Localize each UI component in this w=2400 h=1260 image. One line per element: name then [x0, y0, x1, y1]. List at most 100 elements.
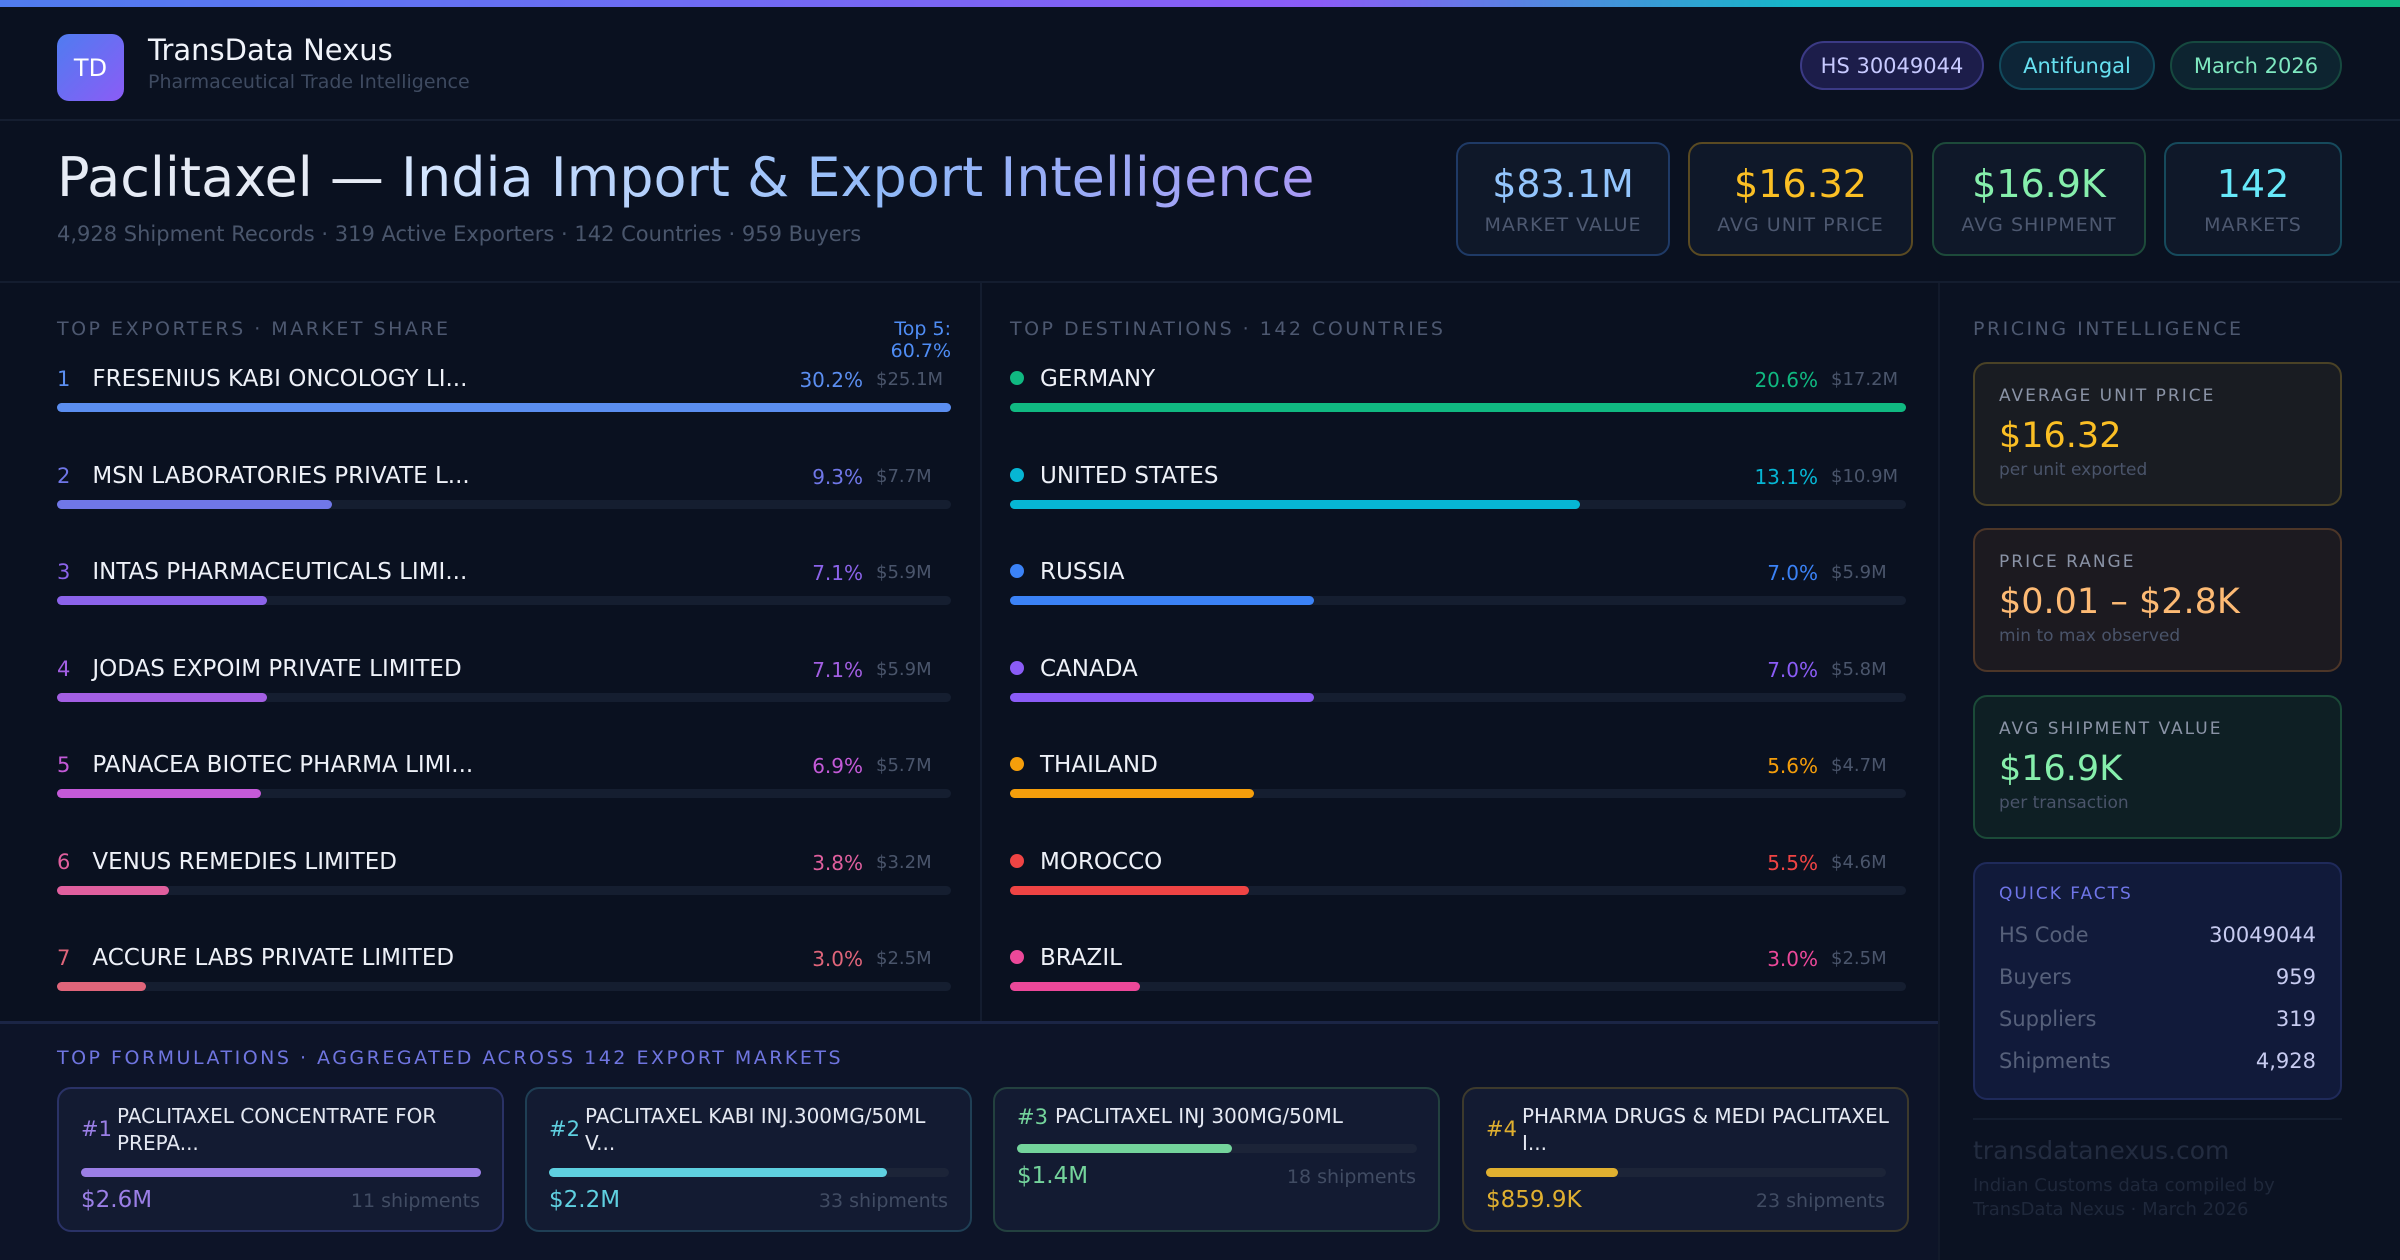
header: TD TransData Nexus Pharmaceutical Trade … [0, 7, 2400, 121]
hs-code-pill[interactable]: HS 30049044 [1800, 41, 1984, 90]
exporters-row[interactable]: 1 FRESENIUS KABI ONCOLOGY LI... 30.2% $25.1… [57, 366, 951, 426]
kpi-card: $16.9K AVG SHIPMENT [1932, 142, 2146, 256]
formulation-value: $859.9K [1486, 1187, 1582, 1213]
row-name: 6 VENUS REMEDIES LIMITED [57, 849, 397, 875]
formulation-card[interactable]: #3 PACLITAXEL INJ 300MG/50ML $1.4M 18 shipm… [993, 1087, 1440, 1232]
destinations-row[interactable]: RUSSIA 7.0% $5.9M [1010, 559, 1906, 619]
row-label: ACCURE LABS PRIVATE LIMITED [92, 945, 455, 971]
share-value: $3.2M [876, 851, 932, 873]
exporters-row[interactable]: 4 JODAS EXPOIM PRIVATE LIMITED 7.1% $5.9M [57, 656, 951, 716]
destinations-row[interactable]: CANADA 7.0% $5.8M [1010, 656, 1906, 716]
rank-number: 2 [57, 463, 71, 488]
formulation-card[interactable]: #2 PACLITAXEL KABI INJ.300MG/50ML V... $2.… [525, 1087, 972, 1232]
share-bar-track [57, 982, 951, 991]
destinations-row[interactable]: BRAZIL 3.0% $2.5M [1010, 945, 1906, 1005]
exporters-row[interactable]: 5 PANACEA BIOTEC PHARMA LIMI... 6.9% $5.7M [57, 752, 951, 812]
share-bar-fill [57, 692, 268, 702]
color-dot [1010, 564, 1024, 578]
kpi-value: $16.32 [1734, 162, 1867, 206]
footer-note: Indian Customs data compiled by TransDat… [1973, 1175, 2275, 1220]
pricing-sub: per transaction [1999, 793, 2129, 813]
share-bar-track [1010, 499, 1906, 509]
share-bar-fill [57, 789, 262, 798]
share-bar-track [57, 692, 951, 702]
formulation-bar-fill [549, 1168, 888, 1177]
pricing-value: $0.01 – $2.8K [1999, 582, 2240, 622]
row-label: VENUS REMEDIES LIMITED [92, 848, 397, 875]
share-value: $7.7M [876, 465, 932, 487]
fact-key: Buyers [1999, 965, 2072, 989]
share-bar-fill [57, 982, 146, 991]
fact-value: 30049044 [2209, 923, 2316, 947]
share-percent: 7.1% [812, 657, 863, 682]
destinations-row[interactable]: THAILAND 5.6% $4.7M [1010, 752, 1906, 812]
pricing-value: $16.32 [1999, 416, 2122, 456]
kpi-card: $83.1M MARKET VALUE [1456, 142, 1670, 256]
destinations-row[interactable]: UNITED STATES 13.1% $10.9M [1010, 463, 1906, 523]
exporters-row[interactable]: 6 VENUS REMEDIES LIMITED 3.8% $3.2M [57, 849, 951, 909]
share-bar-track [1010, 789, 1906, 798]
formulation-bar-fill [1017, 1144, 1233, 1153]
pricing-label: AVG SHIPMENT VALUE [1999, 719, 2223, 739]
pricing-card: AVERAGE UNIT PRICE $16.32 per unit exporte… [1973, 362, 2342, 506]
rank-number: 4 [57, 656, 71, 681]
share-bar-track [1010, 982, 1906, 991]
share-value: $2.5M [1831, 948, 1887, 969]
exporters-row[interactable]: 2 MSN LABORATORIES PRIVATE L... 9.3% $7.7M [57, 463, 951, 523]
category-pill[interactable]: Antifungal [1999, 41, 2155, 90]
destinations-row[interactable]: GERMANY 20.6% $17.2M [1010, 366, 1906, 426]
share-value: $4.6M [1831, 851, 1887, 873]
share-value: $17.2M [1831, 369, 1899, 390]
fact-key: HS Code [1999, 923, 2089, 947]
top5-summary: Top 5: 60.7% [890, 318, 951, 362]
exporters-row[interactable]: 3 INTAS PHARMACEUTICALS LIMI... 7.1% $5.9M [57, 559, 951, 619]
rank-number: 7 [57, 946, 71, 970]
share-percent: 5.5% [1767, 850, 1818, 875]
share-percent: 5.6% [1767, 754, 1818, 778]
fact-key: Suppliers [1999, 1007, 2097, 1031]
quick-fact-row: HS Code 30049044 [1999, 914, 2316, 956]
pricing-sub: per unit exported [1999, 460, 2148, 480]
formulation-rank: #4 [1486, 1117, 1517, 1141]
kpi-card: $16.32 AVG UNIT PRICE [1688, 142, 1913, 256]
divider [980, 283, 982, 1021]
row-label: THAILAND [1040, 752, 1158, 778]
share-value: $5.7M [876, 755, 932, 776]
quick-facts-card: QUICK FACTS HS Code 30049044 Buyers 959 Supp… [1973, 862, 2342, 1100]
row-name: CANADA [1010, 656, 1138, 682]
quick-fact-row: Suppliers 319 [1999, 998, 2316, 1040]
formulations-heading: TOP FORMULATIONS · AGGREGATED ACROSS 142… [57, 1047, 844, 1069]
share-bar-track [57, 885, 951, 895]
share-bar-fill [1010, 885, 1250, 895]
formulation-bar-track [1486, 1168, 1886, 1177]
formulation-card[interactable]: #4 PHARMA DRUGS & MEDI PACLITAXEL I... $85… [1462, 1087, 1909, 1232]
share-percent: 20.6% [1754, 368, 1818, 392]
fact-value: 319 [2275, 1007, 2316, 1031]
kpi-label: AVG UNIT PRICE [1717, 214, 1884, 236]
row-name: 5 PANACEA BIOTEC PHARMA LIMI... [57, 752, 473, 778]
fact-value: 959 [2275, 965, 2316, 989]
divider [1938, 283, 1940, 1260]
exporters-row[interactable]: 7 ACCURE LABS PRIVATE LIMITED 3.0% $2.5M [57, 945, 951, 1005]
title-product: Paclitaxel — [57, 146, 402, 209]
share-bar-fill [1010, 499, 1580, 509]
divider [1973, 1118, 2342, 1120]
row-name: GERMANY [1010, 366, 1155, 392]
formulation-bar-track [549, 1168, 949, 1177]
rank-number: 3 [57, 560, 71, 584]
formulation-value: $2.2M [549, 1187, 621, 1213]
accent-bar [0, 0, 2400, 7]
destinations-row[interactable]: MOROCCO 5.5% $4.6M [1010, 849, 1906, 909]
row-name: 3 INTAS PHARMACEUTICALS LIMI... [57, 559, 467, 585]
share-percent: 9.3% [812, 464, 863, 489]
share-bar-track [1010, 403, 1906, 412]
row-label: PANACEA BIOTEC PHARMA LIMI... [92, 752, 474, 778]
share-percent: 30.2% [799, 368, 863, 392]
pricing-card: AVG SHIPMENT VALUE $16.9K per transaction [1973, 695, 2342, 839]
pricing-sub: min to max observed [1999, 626, 2181, 646]
formulation-name: PACLITAXEL KABI INJ.300MG/50ML V... [585, 1104, 926, 1155]
formulation-card[interactable]: #1 PACLITAXEL CONCENTRATE FOR PREPA... $2.… [57, 1087, 504, 1232]
date-pill[interactable]: March 2026 [2170, 41, 2342, 90]
formulation-shipments: 11 shipments [350, 1190, 480, 1212]
pricing-label: AVERAGE UNIT PRICE [1999, 386, 2216, 406]
